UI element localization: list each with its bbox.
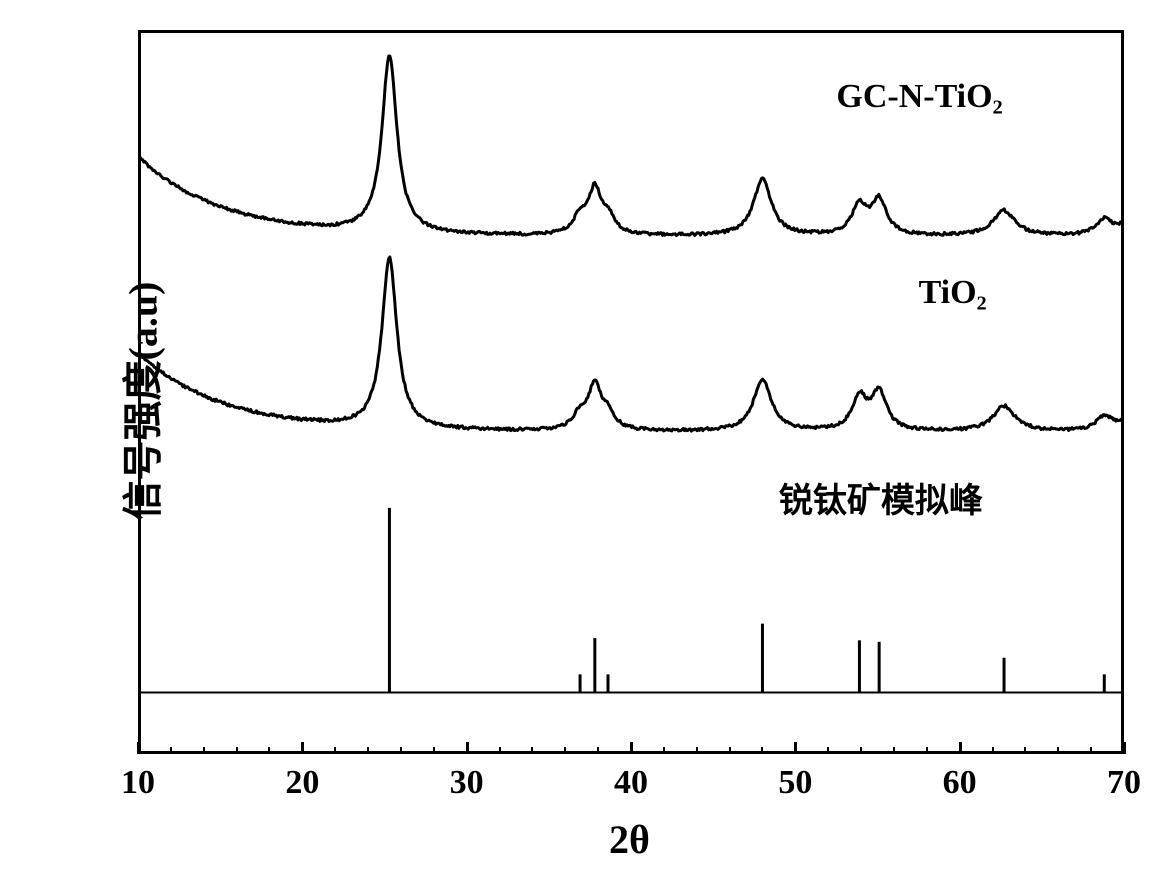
- x-tick-major: [794, 742, 797, 754]
- x-tick-major: [137, 742, 140, 754]
- x-tick-minor: [203, 747, 205, 754]
- x-tick-label: 50: [770, 764, 820, 802]
- x-tick-minor: [729, 747, 731, 754]
- x-tick-minor: [433, 747, 435, 754]
- x-tick-minor: [531, 747, 533, 754]
- series-label-GC-N-TiO2: GC-N-TiO₂: [836, 78, 1002, 116]
- x-tick-label: 20: [277, 764, 327, 802]
- x-tick-minor: [761, 747, 763, 754]
- x-tick-minor: [334, 747, 336, 754]
- xrd-chart: 信号强度(a.u) 2θ 10203040506070 锐钛矿模拟峰TiO₂GC…: [0, 0, 1150, 884]
- x-tick-minor: [992, 747, 994, 754]
- x-tick-major: [1123, 742, 1126, 754]
- x-tick-minor: [860, 747, 862, 754]
- x-tick-minor: [367, 747, 369, 754]
- x-tick-label: 30: [442, 764, 492, 802]
- x-tick-label: 10: [113, 764, 163, 802]
- series-label-TiO2: TiO₂: [919, 274, 987, 312]
- x-tick-minor: [1090, 747, 1092, 754]
- x-tick-minor: [499, 747, 501, 754]
- x-tick-minor: [827, 747, 829, 754]
- x-tick-minor: [597, 747, 599, 754]
- x-tick-label: 40: [606, 764, 656, 802]
- x-tick-minor: [893, 747, 895, 754]
- x-tick-minor: [564, 747, 566, 754]
- spectra-svg: [0, 0, 1150, 884]
- x-tick-major: [630, 742, 633, 754]
- x-tick-minor: [400, 747, 402, 754]
- x-tick-label: 70: [1099, 764, 1149, 802]
- x-tick-minor: [926, 747, 928, 754]
- x-tick-label: 60: [935, 764, 985, 802]
- x-tick-minor: [696, 747, 698, 754]
- x-tick-minor: [170, 747, 172, 754]
- x-tick-minor: [1057, 747, 1059, 754]
- x-tick-minor: [236, 747, 238, 754]
- series-label-anatase-reference: 锐钛矿模拟峰: [779, 473, 983, 522]
- x-tick-minor: [268, 747, 270, 754]
- x-tick-major: [466, 742, 469, 754]
- x-tick-minor: [663, 747, 665, 754]
- x-tick-major: [301, 742, 304, 754]
- x-tick-major: [959, 742, 962, 754]
- x-tick-minor: [1024, 747, 1026, 754]
